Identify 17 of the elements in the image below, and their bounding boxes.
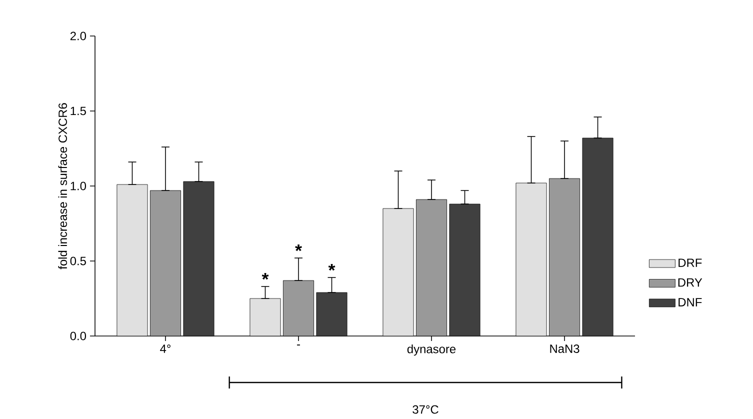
x-tick-label: 4° (160, 344, 170, 353)
x-tick-label: dynasore (407, 344, 456, 356)
annotation: * (262, 272, 269, 280)
annotation: * (295, 244, 302, 252)
y-tick-label: 2.0 (70, 32, 86, 40)
legend-label: DRF (678, 258, 702, 267)
x-tick-label: NaN3 (550, 344, 580, 353)
legend-label: DNF (678, 298, 702, 306)
annotation: * (328, 264, 336, 271)
y-tick-label: 1.0 (70, 182, 86, 190)
legend-label: DRY (678, 278, 702, 287)
text: 37°C (412, 405, 438, 414)
y-axis-title: fold increase in surface CXCR6 (58, 103, 68, 270)
y-tick-label: 0.5 (70, 256, 86, 266)
y-tick-label: 0.0 (70, 332, 86, 340)
x-tick-label: - (297, 344, 300, 346)
y-tick-label: 1.5 (70, 106, 86, 116)
